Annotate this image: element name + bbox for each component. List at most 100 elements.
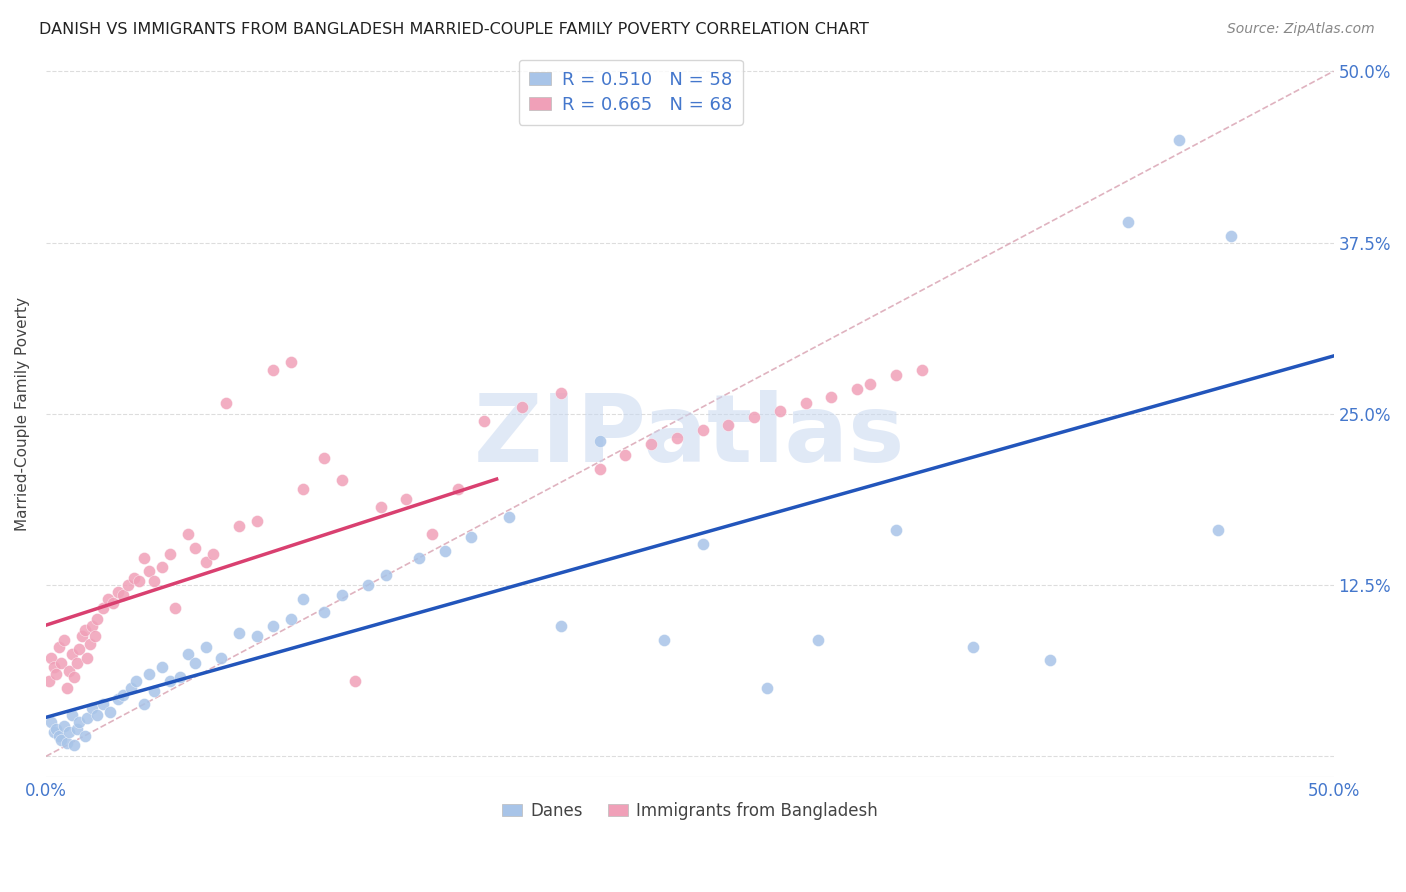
Point [101,596,124,610]
Text: DANISH VS IMMIGRANTS FROM BANGLADESH MARRIED-COUPLE FAMILY POVERTY CORRELATION C: DANISH VS IMMIGRANTS FROM BANGLADESH MAR… [39,22,869,37]
Point [742,409,765,424]
Point [550,619,572,633]
Point [73,729,96,743]
Point [1219,228,1241,243]
Point [63,739,86,753]
Point [120,681,142,695]
Point [408,550,430,565]
Point [280,355,302,369]
Point [48,640,70,654]
Point [652,632,675,647]
Point [215,396,238,410]
Point [692,423,714,437]
Point [1039,653,1062,667]
Point [614,448,637,462]
Point [150,560,173,574]
Point [39,714,62,729]
Point [588,434,610,449]
Point [76,650,98,665]
Point [640,437,662,451]
Point [262,619,284,633]
Point [63,670,86,684]
Point [58,724,80,739]
Point [460,530,482,544]
Point [512,400,534,414]
Point [884,523,907,537]
Point [66,722,89,736]
Point [73,624,96,638]
Point [138,667,160,681]
Point [280,612,302,626]
Point [66,656,89,670]
Text: Source: ZipAtlas.com: Source: ZipAtlas.com [1227,22,1375,37]
Point [194,640,217,654]
Point [717,417,740,432]
Point [194,555,217,569]
Point [498,509,520,524]
Point [107,691,129,706]
Point [51,732,73,747]
Point [1116,215,1139,229]
Point [53,632,76,647]
Point [69,714,91,729]
Point [330,588,353,602]
Point [42,660,65,674]
Point [163,601,186,615]
Point [395,491,418,506]
Point [112,588,135,602]
Point [117,578,139,592]
Point [312,606,335,620]
Point [472,414,495,428]
Point [91,698,114,712]
Point [962,640,984,654]
Point [55,681,77,695]
Point [859,376,882,391]
Point [69,642,91,657]
Point [60,708,83,723]
Point [807,632,830,647]
Point [884,368,907,383]
Point [588,461,610,475]
Point [143,574,166,588]
Point [51,656,73,670]
Point [434,543,457,558]
Point [370,500,392,514]
Point [107,585,129,599]
Point [665,432,688,446]
Point [86,612,108,626]
Point [262,363,284,377]
Point [143,683,166,698]
Point [1168,133,1191,147]
Point [228,626,250,640]
Point [58,665,80,679]
Point [38,673,60,688]
Point [692,537,714,551]
Point [846,382,869,396]
Point [91,601,114,615]
Point [769,404,792,418]
Point [246,629,269,643]
Point [159,673,181,688]
Point [42,724,65,739]
Point [184,656,207,670]
Point [209,650,232,665]
Point [76,711,98,725]
Point [820,390,842,404]
Point [112,688,135,702]
Point [53,719,76,733]
Point [39,650,62,665]
Point [45,667,67,681]
Point [184,541,207,555]
Point [312,450,335,465]
Point [86,708,108,723]
Point [45,722,67,736]
Point [176,527,198,541]
Point [756,681,779,695]
Point [60,647,83,661]
Point [292,591,315,606]
Point [159,547,181,561]
Point [292,482,315,496]
Point [125,673,148,688]
Point [79,637,101,651]
Point [70,629,93,643]
